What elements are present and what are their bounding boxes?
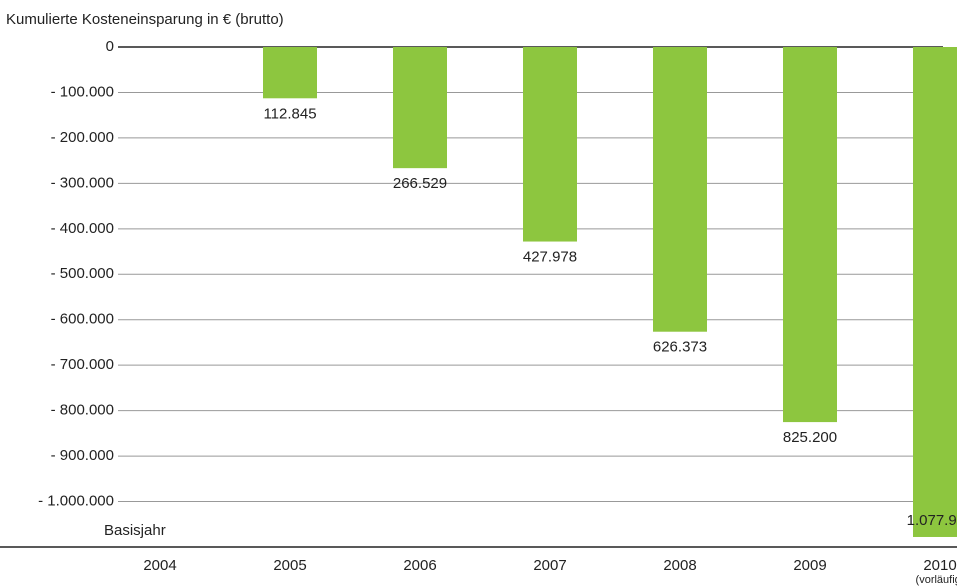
y-tick-label: - 400.000 (51, 220, 114, 237)
value-label: 626.373 (653, 339, 707, 356)
bar (523, 47, 577, 242)
y-tick-label: - 1.000.000 (38, 493, 114, 510)
bar (393, 47, 447, 169)
bar (913, 47, 957, 537)
bar (653, 47, 707, 332)
y-tick-label: - 100.000 (51, 83, 114, 100)
value-label: 825.200 (783, 429, 837, 446)
y-tick-label: - 600.000 (51, 311, 114, 328)
value-label: 266.529 (393, 175, 447, 192)
bar (783, 47, 837, 423)
y-tick-label: - 900.000 (51, 447, 114, 464)
value-label: 427.978 (523, 249, 577, 266)
value-label: 112.845 (263, 105, 316, 122)
y-tick-label: 0 (106, 38, 114, 55)
x-tick-label: 2006 (403, 557, 436, 574)
y-tick-label: - 700.000 (51, 356, 114, 373)
x-tick-label: 2008 (663, 557, 696, 574)
x-tick-label: 2007 (533, 557, 566, 574)
y-tick-label: - 200.000 (51, 129, 114, 146)
chart-title: Kumulierte Kosteneinsparung in € (brutto… (6, 11, 284, 28)
x-tick-label: 2009 (793, 557, 826, 574)
x-tick-label: 2010 (923, 557, 956, 574)
y-tick-label: - 800.000 (51, 402, 114, 419)
bar (263, 47, 317, 99)
base-year-note: Basisjahr (104, 522, 166, 539)
value-label: 1.077.953 (907, 512, 957, 529)
x-tick-label: 2005 (273, 557, 306, 574)
x-tick-label: 2004 (143, 557, 176, 574)
y-tick-label: - 500.000 (51, 265, 114, 282)
provisional-note: (vorläufig) (916, 574, 957, 586)
y-tick-label: - 300.000 (51, 174, 114, 191)
